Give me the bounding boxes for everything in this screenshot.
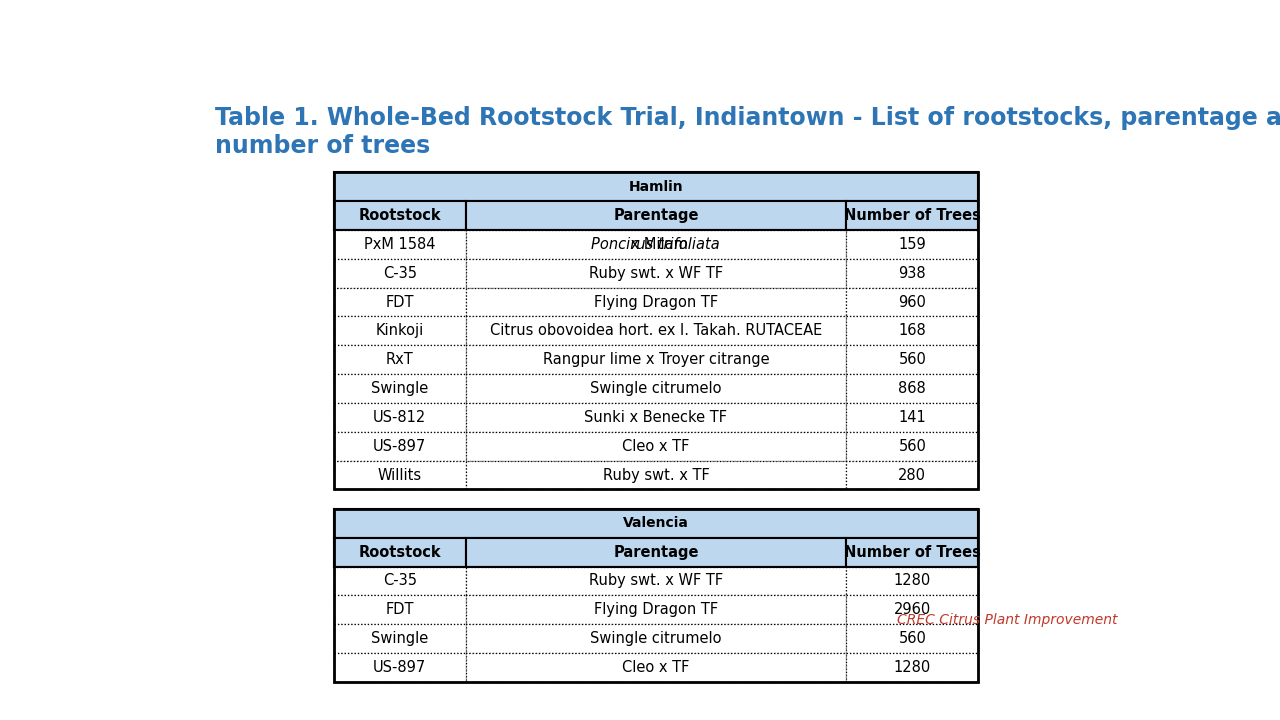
Text: Hamlin: Hamlin (628, 180, 684, 194)
FancyBboxPatch shape (334, 509, 978, 538)
Text: Cleo x TF: Cleo x TF (622, 438, 690, 454)
FancyBboxPatch shape (334, 432, 466, 461)
FancyBboxPatch shape (334, 288, 466, 317)
Text: RxT: RxT (385, 352, 413, 367)
Text: 560: 560 (899, 352, 927, 367)
FancyBboxPatch shape (846, 374, 978, 403)
Text: 168: 168 (899, 323, 927, 338)
FancyBboxPatch shape (846, 230, 978, 258)
Text: Citrus obovoidea hort. ex I. Takah. RUTACEAE: Citrus obovoidea hort. ex I. Takah. RUTA… (490, 323, 822, 338)
Text: Number of Trees: Number of Trees (844, 544, 980, 559)
Text: Swingle: Swingle (371, 381, 429, 396)
FancyBboxPatch shape (334, 624, 466, 653)
Text: C-35: C-35 (383, 573, 417, 588)
Text: 560: 560 (899, 438, 927, 454)
FancyBboxPatch shape (466, 653, 846, 682)
Text: Rootstock: Rootstock (358, 544, 442, 559)
Text: FDT: FDT (385, 602, 413, 617)
Text: Ruby swt. x WF TF: Ruby swt. x WF TF (589, 266, 723, 281)
FancyBboxPatch shape (334, 230, 466, 258)
Text: 159: 159 (899, 237, 927, 252)
FancyBboxPatch shape (846, 346, 978, 374)
FancyBboxPatch shape (334, 258, 466, 288)
Text: Ruby swt. x TF: Ruby swt. x TF (603, 467, 709, 482)
Text: x Milam: x Milam (626, 237, 687, 252)
Text: 868: 868 (899, 381, 927, 396)
FancyBboxPatch shape (466, 317, 846, 346)
Text: Flying Dragon TF: Flying Dragon TF (594, 602, 718, 617)
Text: FDT: FDT (385, 294, 413, 310)
Text: Sunki x Benecke TF: Sunki x Benecke TF (585, 410, 727, 425)
Text: Cleo x TF: Cleo x TF (622, 660, 690, 675)
FancyBboxPatch shape (846, 288, 978, 317)
Text: Swingle citrumelo: Swingle citrumelo (590, 631, 722, 646)
Text: 960: 960 (899, 294, 927, 310)
FancyBboxPatch shape (466, 403, 846, 432)
Text: Flying Dragon TF: Flying Dragon TF (594, 294, 718, 310)
FancyBboxPatch shape (846, 538, 978, 567)
Text: Poncirus trifoliata: Poncirus trifoliata (591, 237, 719, 252)
FancyBboxPatch shape (466, 461, 846, 490)
Text: Willits: Willits (378, 467, 421, 482)
Text: 1280: 1280 (893, 573, 931, 588)
FancyBboxPatch shape (334, 538, 466, 567)
FancyBboxPatch shape (466, 624, 846, 653)
Text: Number of Trees: Number of Trees (844, 208, 980, 223)
FancyBboxPatch shape (334, 201, 466, 230)
Text: Rangpur lime x Troyer citrange: Rangpur lime x Troyer citrange (543, 352, 769, 367)
Text: Parentage: Parentage (613, 544, 699, 559)
FancyBboxPatch shape (466, 201, 846, 230)
FancyBboxPatch shape (466, 595, 846, 624)
Text: 280: 280 (899, 467, 927, 482)
Text: Rootstock: Rootstock (358, 208, 442, 223)
Text: CREC Citrus Plant Improvement: CREC Citrus Plant Improvement (897, 613, 1117, 627)
FancyBboxPatch shape (466, 374, 846, 403)
Text: Kinkoji: Kinkoji (375, 323, 424, 338)
FancyBboxPatch shape (466, 567, 846, 595)
FancyBboxPatch shape (334, 653, 466, 682)
Text: C-35: C-35 (383, 266, 417, 281)
Text: Table 1. Whole-Bed Rootstock Trial, Indiantown - List of rootstocks, parentage a: Table 1. Whole-Bed Rootstock Trial, Indi… (215, 106, 1280, 130)
FancyBboxPatch shape (334, 346, 466, 374)
Text: Swingle: Swingle (371, 631, 429, 646)
FancyBboxPatch shape (846, 432, 978, 461)
FancyBboxPatch shape (334, 567, 466, 595)
Text: 2960: 2960 (893, 602, 931, 617)
Text: 938: 938 (899, 266, 927, 281)
Text: number of trees: number of trees (215, 133, 430, 158)
Text: 560: 560 (899, 631, 927, 646)
Text: US-897: US-897 (372, 660, 426, 675)
Text: 1280: 1280 (893, 660, 931, 675)
FancyBboxPatch shape (846, 258, 978, 288)
FancyBboxPatch shape (334, 461, 466, 490)
FancyBboxPatch shape (334, 172, 978, 201)
FancyBboxPatch shape (466, 258, 846, 288)
Text: 141: 141 (899, 410, 927, 425)
Text: Parentage: Parentage (613, 208, 699, 223)
FancyBboxPatch shape (846, 595, 978, 624)
FancyBboxPatch shape (334, 317, 466, 346)
FancyBboxPatch shape (846, 624, 978, 653)
FancyBboxPatch shape (466, 230, 846, 258)
Text: PxM 1584: PxM 1584 (364, 237, 435, 252)
Text: Swingle citrumelo: Swingle citrumelo (590, 381, 722, 396)
FancyBboxPatch shape (466, 432, 846, 461)
Text: US-812: US-812 (372, 410, 426, 425)
FancyBboxPatch shape (334, 403, 466, 432)
FancyBboxPatch shape (466, 538, 846, 567)
FancyBboxPatch shape (846, 201, 978, 230)
FancyBboxPatch shape (846, 317, 978, 346)
FancyBboxPatch shape (846, 653, 978, 682)
FancyBboxPatch shape (846, 567, 978, 595)
FancyBboxPatch shape (466, 346, 846, 374)
FancyBboxPatch shape (846, 403, 978, 432)
Text: Valencia: Valencia (623, 516, 689, 530)
Text: Ruby swt. x WF TF: Ruby swt. x WF TF (589, 573, 723, 588)
Text: US-897: US-897 (372, 438, 426, 454)
FancyBboxPatch shape (466, 288, 846, 317)
FancyBboxPatch shape (334, 595, 466, 624)
FancyBboxPatch shape (334, 374, 466, 403)
FancyBboxPatch shape (846, 461, 978, 490)
